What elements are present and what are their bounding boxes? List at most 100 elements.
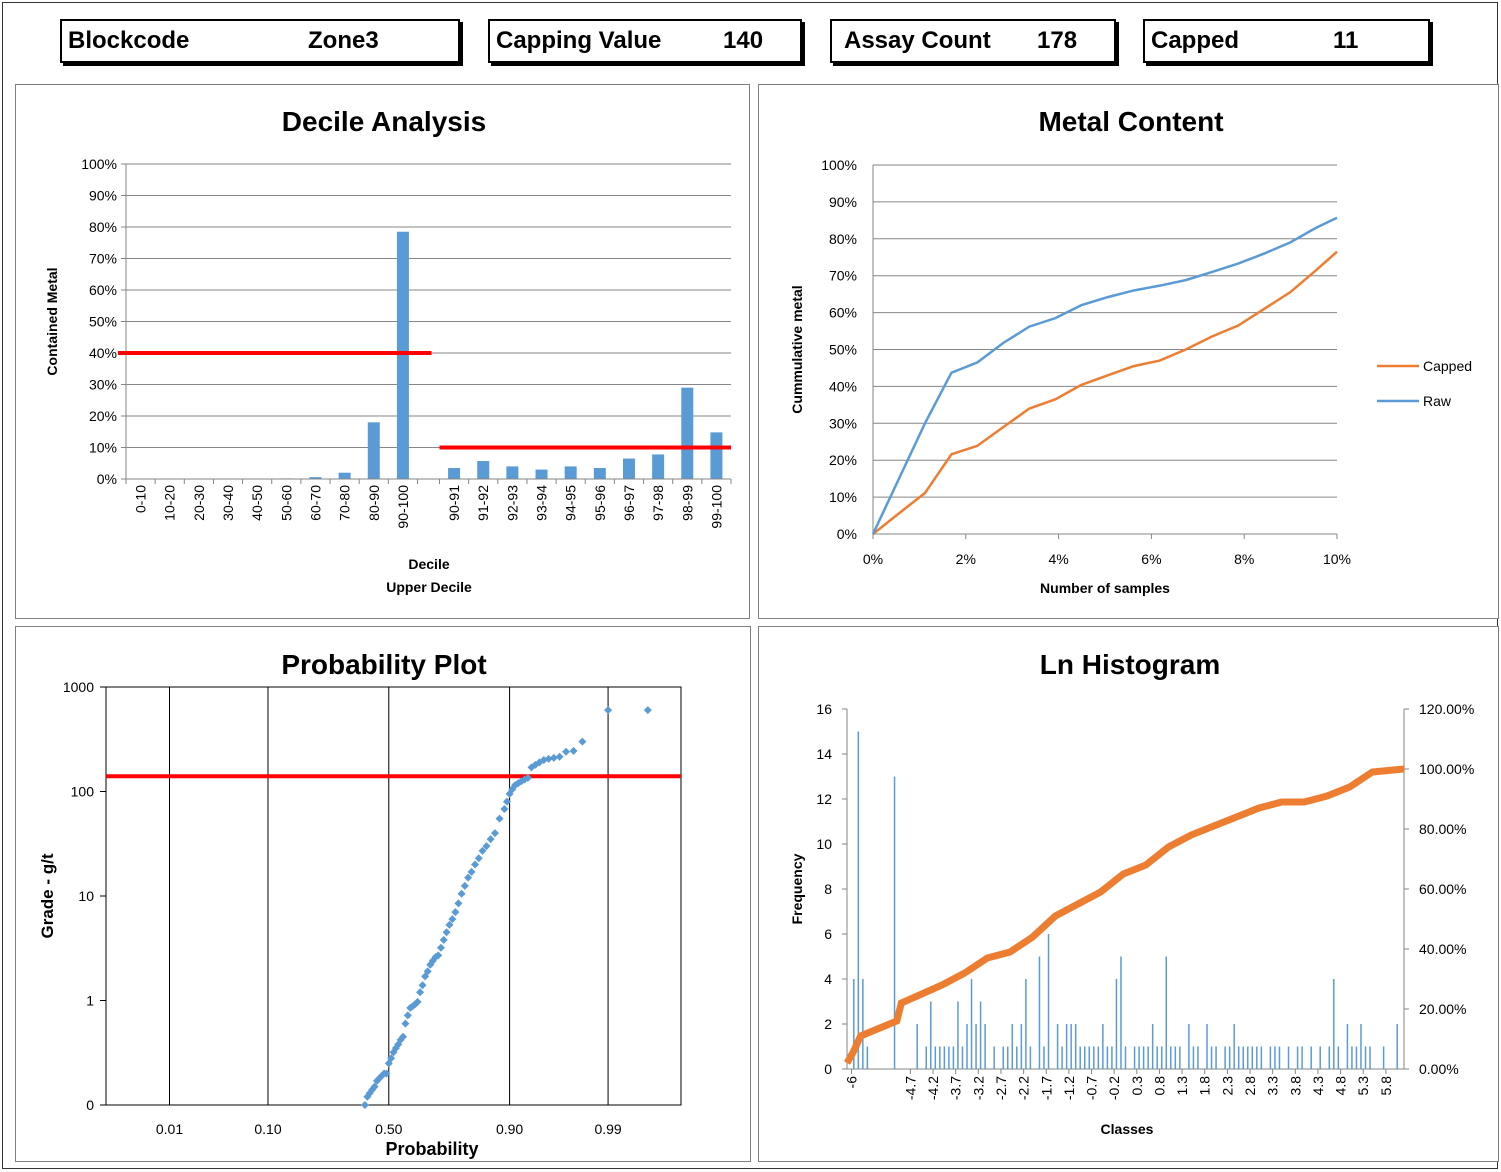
decile-bar: [681, 387, 694, 479]
grade-point: [520, 775, 529, 784]
legend-label-capped: Capped: [1423, 358, 1472, 374]
y-tick-label: 6: [824, 926, 832, 942]
y2-tick-label: 120.00%: [1419, 701, 1474, 717]
y-tick-label: 10%: [89, 440, 117, 456]
ln-histogram-title: Ln Histogram: [1040, 649, 1220, 680]
frequency-bar: [1197, 1046, 1199, 1069]
frequency-bar: [1233, 1024, 1235, 1069]
grade-point: [495, 814, 504, 823]
frequency-bar: [1097, 1046, 1100, 1069]
x-tick-label: -1.7: [1038, 1076, 1054, 1100]
frequency-bar: [1242, 1046, 1244, 1069]
grade-point: [442, 928, 451, 937]
x-axis-subtitle: Upper Decile: [386, 579, 472, 595]
frequency-bar: [984, 1024, 986, 1069]
grade-point: [464, 873, 473, 882]
grade-point: [549, 753, 558, 762]
decile-bar: [396, 231, 409, 479]
frequency-bar: [1396, 1024, 1398, 1069]
x-tick-label: 4%: [1048, 551, 1068, 567]
y-tick-label: 90%: [89, 188, 117, 204]
frequency-bar: [952, 1046, 955, 1069]
y-tick-label: 0%: [97, 471, 117, 487]
y-tick-label: 10: [816, 836, 832, 852]
frequency-bar: [1274, 1046, 1276, 1069]
frequency-bar: [1251, 1046, 1254, 1069]
grade-point: [555, 752, 564, 761]
frequency-bar: [957, 1001, 959, 1069]
y-tick-label: 60%: [829, 305, 857, 321]
grade-point: [360, 1101, 369, 1109]
decile-analysis-panel: Decile Analysis 0% 10% 20% 30% 40% 50% 60% 70% 80…: [15, 84, 750, 619]
y-tick-label: 30%: [89, 377, 117, 393]
frequency-bar: [1056, 1024, 1059, 1069]
frequency-bar: [1165, 956, 1168, 1069]
grade-point: [423, 967, 432, 976]
grade-point: [365, 1089, 374, 1098]
grade-point: [454, 899, 463, 908]
frequency-bar: [1002, 1046, 1004, 1069]
grade-point: [418, 981, 427, 990]
y-tick-label: 14: [816, 746, 832, 762]
frequency-bar: [853, 979, 855, 1069]
blockcode-label: Blockcode: [68, 27, 190, 54]
x-tick-label: 4.3: [1310, 1076, 1326, 1096]
x-tick-label: 70-80: [337, 485, 353, 521]
frequency-bar: [1174, 1046, 1177, 1069]
y-tick-label: 1000: [63, 679, 94, 695]
x-tick-label: -2.2: [1016, 1076, 1032, 1100]
frequency-bar: [1224, 1046, 1226, 1069]
decile-bar: [652, 454, 665, 479]
frequency-bar: [1074, 1024, 1077, 1069]
frequency-bar: [1215, 1046, 1217, 1069]
grade-point: [403, 1011, 412, 1020]
x-tick-label: 0.50: [375, 1121, 402, 1137]
x-tick-label: 93-94: [534, 485, 550, 521]
decile-bar: [593, 467, 606, 479]
grade-point: [643, 706, 652, 715]
y-axis-title: Contained Metal: [44, 267, 60, 375]
blockcode-value: Zone3: [308, 27, 379, 54]
frequency-bar: [1142, 1046, 1145, 1069]
y-tick-label: 30%: [829, 415, 857, 431]
decile-bar: [309, 477, 322, 479]
x-tick-label: 3.3: [1265, 1076, 1281, 1096]
frequency-bar: [916, 1024, 918, 1069]
legend-label-raw: Raw: [1423, 393, 1452, 409]
frequency-bar: [1260, 1046, 1263, 1069]
decile-bar: [338, 472, 351, 479]
frequency-bar: [866, 1046, 869, 1069]
x-tick-label: 92-93: [504, 485, 520, 521]
series-line-capped: [872, 250, 1338, 535]
y-axis-title: Frequency: [789, 853, 805, 924]
plot-area-border: [105, 686, 682, 1106]
x-tick-label: 0.90: [496, 1121, 523, 1137]
grade-point: [478, 846, 487, 855]
probability-plot-title: Probability Plot: [281, 649, 486, 680]
grade-point: [387, 1054, 396, 1063]
x-tick-label: 2%: [956, 551, 976, 567]
x-tick-label: 1.3: [1174, 1076, 1190, 1096]
x-tick-label: 5.8: [1378, 1076, 1394, 1096]
frequency-bar: [1043, 1046, 1045, 1069]
frequency-bar: [1328, 1046, 1331, 1069]
frequency-bar: [1296, 1046, 1299, 1069]
grade-point: [451, 908, 460, 917]
frequency-bar: [1147, 1046, 1149, 1069]
y2-tick-label: 100.00%: [1419, 761, 1474, 777]
x-tick-label: 91-92: [475, 485, 491, 521]
frequency-bar: [1115, 979, 1118, 1069]
capping-value-value: 140: [723, 27, 764, 54]
ln-histogram-chart: Ln Histogram 0 2 4 6 8 10 12 14 16 0.00% 20.00% 40.0…: [789, 649, 1474, 1137]
grade-point: [490, 829, 499, 838]
frequency-bar: [943, 1046, 946, 1069]
y-tick-label: 12: [816, 791, 832, 807]
frequency-bar: [948, 1046, 950, 1069]
x-tick-label: 40-50: [249, 485, 265, 521]
grade-point: [389, 1048, 398, 1057]
x-axis-title: Probability: [385, 1139, 478, 1159]
grade-point: [562, 747, 571, 756]
grade-point: [431, 953, 440, 962]
frequency-bar: [979, 1001, 982, 1069]
frequency-bar: [1133, 1046, 1136, 1069]
